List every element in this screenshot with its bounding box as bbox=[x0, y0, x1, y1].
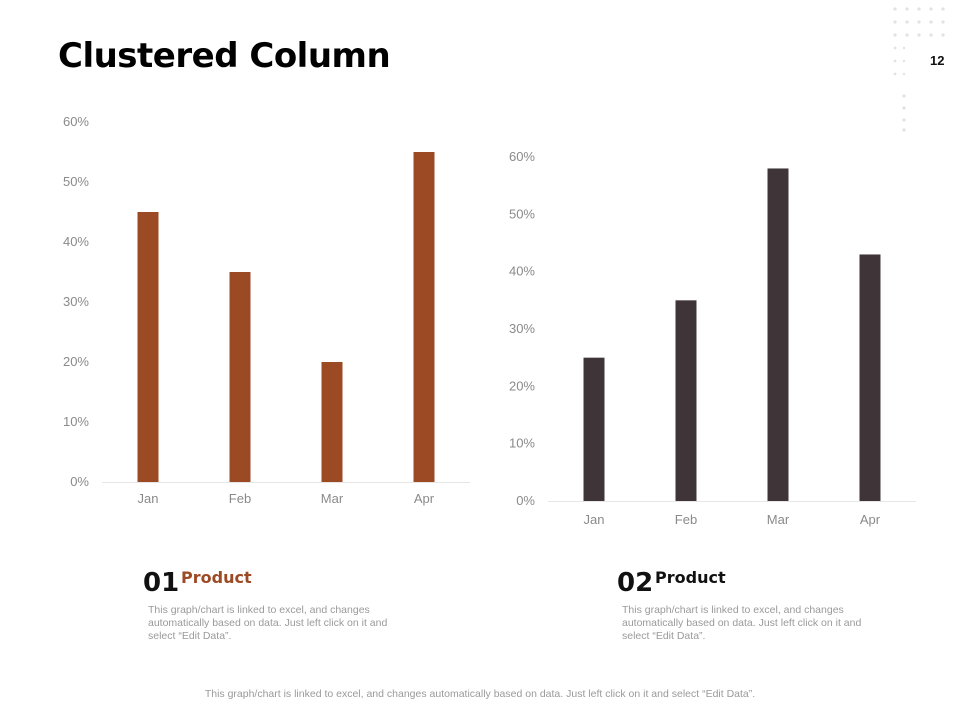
bar-feb bbox=[229, 272, 251, 482]
y-tick-label: 10% bbox=[509, 436, 535, 451]
page-number: 12 bbox=[930, 53, 945, 68]
x-tick-label: Feb bbox=[229, 491, 251, 506]
product-number: 01 bbox=[143, 568, 180, 598]
x-tick-label: Feb bbox=[675, 512, 697, 527]
y-tick-label: 20% bbox=[509, 378, 535, 393]
bar-mar bbox=[767, 168, 789, 501]
y-tick-label: 0% bbox=[516, 493, 535, 508]
x-tick-label: Jan bbox=[584, 512, 605, 527]
bar-mar bbox=[321, 362, 343, 482]
product-title: Product bbox=[655, 568, 726, 587]
y-tick-label: 50% bbox=[509, 206, 535, 221]
x-tick-label: Jan bbox=[138, 491, 159, 506]
bar-apr bbox=[413, 152, 435, 482]
y-tick-label: 30% bbox=[509, 321, 535, 336]
bar-apr bbox=[859, 254, 881, 501]
x-tick-label: Mar bbox=[767, 512, 790, 527]
bar-feb bbox=[675, 300, 697, 501]
x-tick-label: Apr bbox=[860, 512, 881, 527]
product-number: 02 bbox=[617, 568, 654, 598]
bar-jan bbox=[583, 357, 605, 501]
product-block-01: 01 Product This graph/chart is linked to… bbox=[143, 568, 403, 648]
product-description: This graph/chart is linked to excel, and… bbox=[148, 604, 388, 642]
y-tick-label: 10% bbox=[63, 414, 89, 429]
x-tick-label: Mar bbox=[321, 491, 344, 506]
y-tick-label: 50% bbox=[63, 174, 89, 189]
product-block-02: 02 Product This graph/chart is linked to… bbox=[617, 568, 877, 648]
slide-title: Clustered Column bbox=[58, 36, 391, 76]
y-tick-label: 40% bbox=[509, 264, 535, 279]
y-tick-label: 60% bbox=[509, 149, 535, 164]
dot-pattern-decoration bbox=[893, 7, 945, 132]
product-title: Product bbox=[181, 568, 252, 587]
y-tick-label: 60% bbox=[63, 114, 89, 129]
y-tick-label: 30% bbox=[63, 294, 89, 309]
y-tick-label: 40% bbox=[63, 234, 89, 249]
y-tick-label: 20% bbox=[63, 354, 89, 369]
y-tick-label: 0% bbox=[70, 474, 89, 489]
footer-note: This graph/chart is linked to excel, and… bbox=[204, 688, 756, 700]
x-tick-label: Apr bbox=[414, 491, 435, 506]
product-description: This graph/chart is linked to excel, and… bbox=[622, 604, 862, 642]
bar-jan bbox=[137, 212, 159, 482]
